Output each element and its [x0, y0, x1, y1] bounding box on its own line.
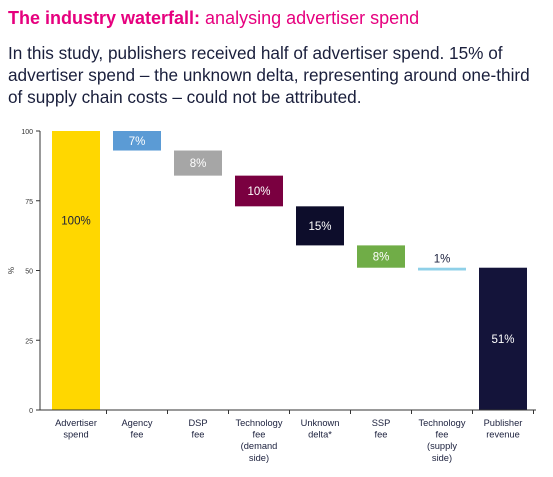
- x-tick-label-line: side): [432, 453, 452, 463]
- x-tick-label-line: fee: [375, 430, 388, 440]
- bar-5: [357, 245, 405, 268]
- x-tick-label-1: Agency fee: [121, 418, 152, 440]
- y-tick-label-3: 75: [25, 199, 33, 206]
- bar-2: [174, 150, 222, 176]
- x-tick-label-line: Advertiser: [55, 418, 97, 428]
- x-tick-label-line: spend: [63, 430, 88, 440]
- x-tick-label-line: (supply: [427, 441, 457, 451]
- x-tick-label-line: Agency: [121, 418, 152, 428]
- x-tick-label-line: SSP: [372, 418, 391, 428]
- x-tick-label-3: Technology fee (demand side): [235, 418, 282, 463]
- bar-value-label-3: 10%: [247, 186, 270, 198]
- bar-0: [52, 131, 100, 410]
- x-tick-label-line: Publisher: [484, 418, 523, 428]
- x-tick-label-2: DSP fee: [188, 418, 207, 440]
- y-tick-label-0: 0: [29, 408, 33, 415]
- x-tick-label-line: delta*: [308, 430, 332, 440]
- bar-value-label-5: 8%: [373, 252, 390, 264]
- bar-1: [113, 131, 161, 151]
- x-tick-label-line: Technology: [418, 418, 465, 428]
- bar-3: [235, 175, 283, 207]
- y-tick-label-4: 100: [21, 129, 33, 136]
- bar-value-label-6: 1%: [434, 254, 451, 266]
- bar-6: [418, 267, 466, 271]
- x-tick-label-5: SSP fee: [372, 418, 391, 440]
- x-tick-label-line: DSP: [188, 418, 207, 428]
- x-tick-label-6: Technology fee (supply side): [418, 418, 465, 463]
- bar-4: [296, 206, 344, 246]
- bar-value-label-4: 15%: [308, 221, 331, 233]
- y-axis-label: %: [7, 267, 16, 274]
- x-tick-label-line: fee: [192, 430, 205, 440]
- x-tick-label-0: Advertiser spend: [55, 418, 97, 440]
- x-tick-label-line: fee: [253, 430, 266, 440]
- x-tick-label-line: Unknown: [301, 418, 340, 428]
- y-tick-label-2: 50: [25, 269, 33, 276]
- x-tick-label-line: fee: [436, 430, 449, 440]
- bar-value-label-1: 7%: [129, 136, 146, 148]
- x-tick-label-line: side): [249, 453, 269, 463]
- x-tick-label-4: Unknown delta*: [301, 418, 340, 440]
- bar-7: [479, 267, 527, 410]
- chart-title: The industry waterfall: analysing advert…: [8, 6, 419, 30]
- x-tick-label-7: Publisher revenue: [484, 418, 523, 440]
- y-tick-label-1: 25: [25, 338, 33, 345]
- bar-value-label-2: 8%: [190, 158, 207, 170]
- x-tick-label-line: revenue: [486, 430, 520, 440]
- chart-subtitle: In this study, publishers received half …: [8, 43, 530, 107]
- x-tick-label-line: fee: [131, 430, 144, 440]
- x-tick-label-line: Technology: [235, 418, 282, 428]
- x-tick-label-line: (demand: [241, 441, 278, 451]
- bar-value-label-0: 100%: [61, 216, 90, 228]
- bar-value-label-7: 51%: [491, 334, 514, 346]
- chart-title-bold: The industry waterfall:: [8, 8, 201, 28]
- chart-title-rest: analysing advertiser spend: [200, 8, 420, 28]
